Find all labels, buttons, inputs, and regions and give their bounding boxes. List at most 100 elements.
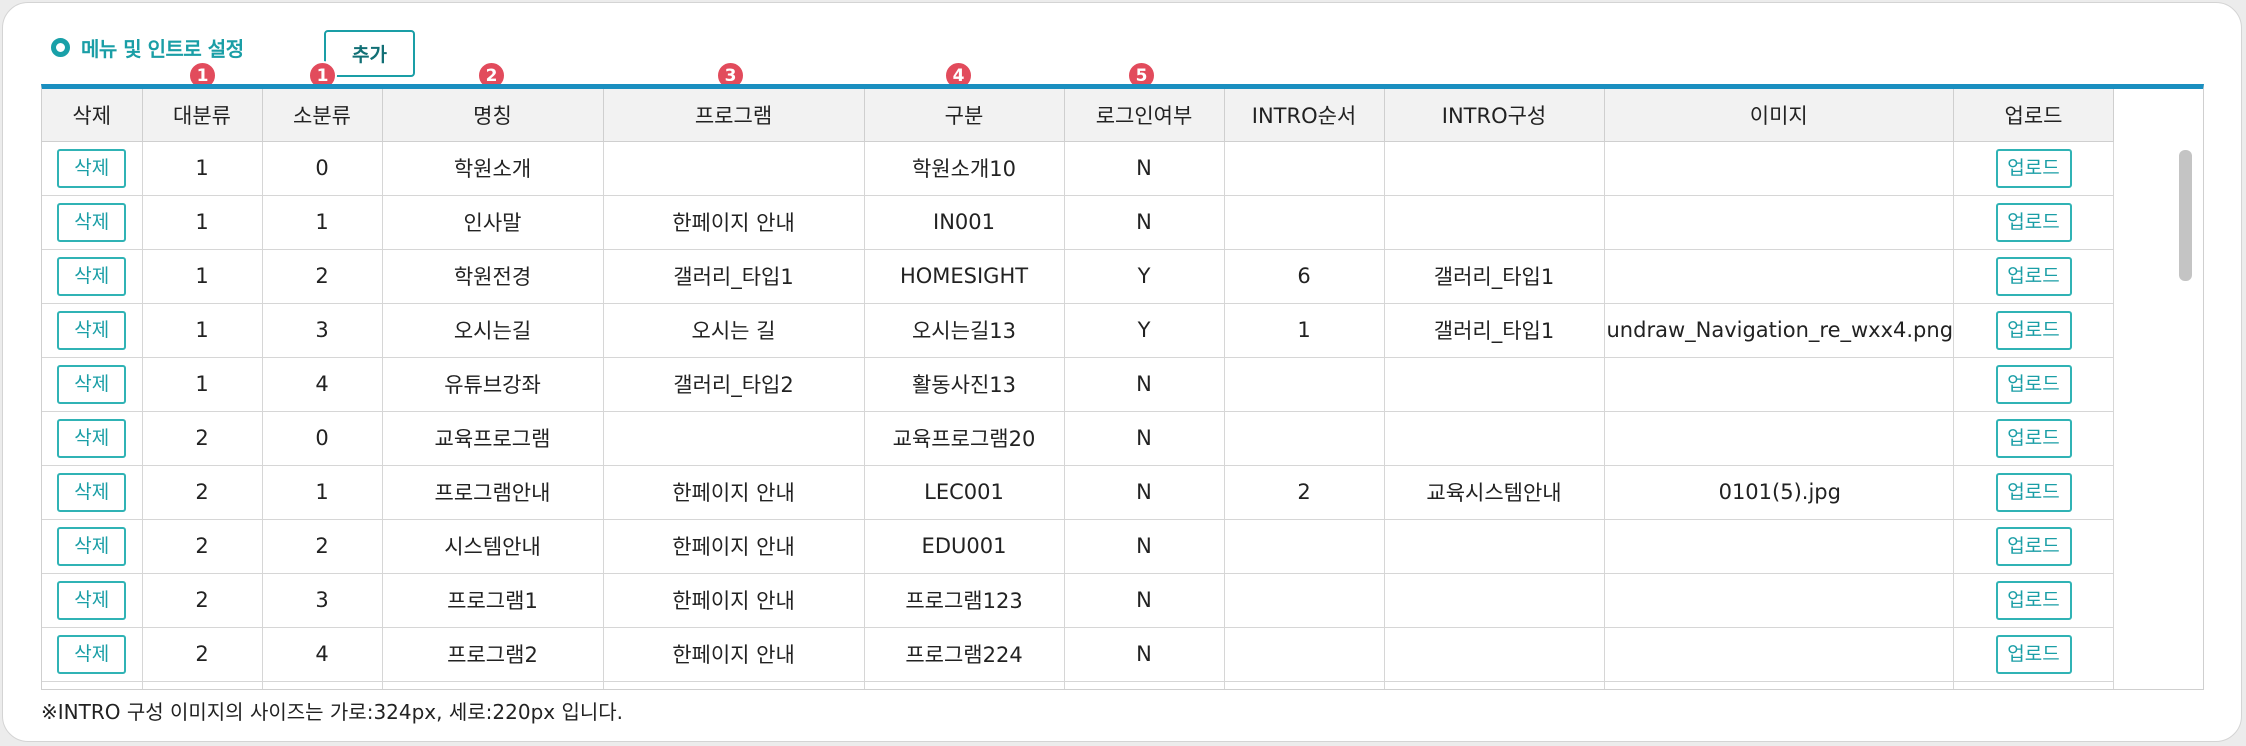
minor-cell: 4 <box>262 357 383 412</box>
delete-button[interactable]: 삭제 <box>57 688 127 689</box>
add-button[interactable]: 추가 <box>324 30 415 77</box>
major-cell: 2 <box>142 573 263 628</box>
login-cell: N <box>1064 519 1225 574</box>
upload-cell: 업로드 <box>1953 465 2115 520</box>
intro-order-cell <box>1224 627 1385 682</box>
intro-order-cell <box>1224 357 1385 412</box>
delete-cell: 삭제 <box>42 519 143 574</box>
table-row: 삭제 2 4 프로그램2 한페이지 안내 프로그램224 N 업로드 <box>42 627 2115 682</box>
delete-button[interactable]: 삭제 <box>57 418 127 458</box>
name-cell <box>382 681 604 689</box>
col-header-name: 명칭 <box>382 89 604 142</box>
intro-order-cell <box>1224 519 1385 574</box>
upload-button[interactable]: 업로드 <box>1995 256 2072 296</box>
table-body: 삭제 1 0 학원소개 학원소개10 N 업로드 삭제 1 1 인사말 한페이지 안내 IN001 N 업로… <box>42 141 2115 689</box>
delete-button[interactable]: 삭제 <box>57 364 127 404</box>
program-cell: 갤러리_타입2 <box>603 357 865 412</box>
delete-button[interactable]: 삭제 <box>57 634 127 674</box>
delete-button[interactable]: 삭제 <box>57 526 127 566</box>
upload-button[interactable]: 업로드 <box>1995 310 2072 350</box>
delete-button[interactable]: 삭제 <box>57 202 127 242</box>
category-cell: 학원소개10 <box>864 141 1065 196</box>
name-cell: 시스템안내 <box>382 519 604 574</box>
vertical-scrollbar[interactable] <box>2174 143 2194 689</box>
name-cell: 프로그램2 <box>382 627 604 682</box>
table-row: 삭제 1 4 유튜브강좌 갤러리_타입2 활동사진13 N 업로드 <box>42 357 2115 412</box>
upload-button[interactable]: 업로드 <box>1995 580 2072 620</box>
delete-cell: 삭제 <box>42 681 143 689</box>
intro-order-cell <box>1224 573 1385 628</box>
image-cell: 0101(5).jpg <box>1604 465 1955 520</box>
intro-config-cell <box>1384 519 1605 574</box>
image-cell <box>1604 573 1955 628</box>
delete-button[interactable]: 삭제 <box>57 472 127 512</box>
major-cell: 1 <box>142 141 263 196</box>
delete-button[interactable]: 삭제 <box>57 256 127 296</box>
col-header-intro-order: INTRO순서 <box>1224 89 1385 142</box>
upload-button[interactable]: 업로드 <box>1995 202 2072 242</box>
upload-button[interactable]: 업로드 <box>1995 634 2072 674</box>
col-header-upload: 업로드 <box>1953 89 2115 142</box>
major-cell: 1 <box>142 195 263 250</box>
minor-cell: 2 <box>262 519 383 574</box>
login-cell: N <box>1064 141 1225 196</box>
image-cell <box>1604 249 1955 304</box>
upload-cell: 업로드 <box>1953 303 2115 358</box>
delete-cell: 삭제 <box>42 141 143 196</box>
login-cell: N <box>1064 465 1225 520</box>
col-header-major: 대분류 <box>142 89 263 142</box>
delete-cell: 삭제 <box>42 249 143 304</box>
upload-cell: 업로드 <box>1953 249 2115 304</box>
table-row: 삭제 1 3 오시는길 오시는 길 오시는길13 Y 1 갤러리_타입1 undraw_Navig… <box>42 303 2115 358</box>
intro-order-cell <box>1224 141 1385 196</box>
category-cell: HOMESIGHT <box>864 249 1065 304</box>
table-row: 삭제 2 1 프로그램안내 한페이지 안내 LEC001 N 2 교육시스템안내 0101(5).… <box>42 465 2115 520</box>
upload-button[interactable]: 업로드 <box>1995 472 2072 512</box>
upload-button[interactable]: 업로드 <box>1995 526 2072 566</box>
image-cell <box>1604 357 1955 412</box>
intro-config-cell <box>1384 627 1605 682</box>
scrollbar-thumb[interactable] <box>2179 150 2192 281</box>
name-cell: 학원소개 <box>382 141 604 196</box>
image-cell <box>1604 627 1955 682</box>
category-cell: LEC001 <box>864 465 1065 520</box>
upload-button[interactable]: 업로드 <box>1995 418 2072 458</box>
delete-button[interactable]: 삭제 <box>57 148 127 188</box>
delete-button[interactable]: 삭제 <box>57 580 127 620</box>
category-cell: IN001 <box>864 195 1065 250</box>
category-cell: EDU001 <box>864 519 1065 574</box>
login-cell: N <box>1064 195 1225 250</box>
major-cell: 1 <box>142 357 263 412</box>
upload-button[interactable]: 업로드 <box>1995 148 2072 188</box>
intro-order-cell <box>1224 411 1385 466</box>
delete-cell: 삭제 <box>42 357 143 412</box>
upload-cell: 업로드 <box>1953 195 2115 250</box>
intro-config-cell: 갤러리_타입1 <box>1384 303 1605 358</box>
name-cell: 프로그램1 <box>382 573 604 628</box>
delete-button[interactable]: 삭제 <box>57 310 127 350</box>
login-cell: N <box>1064 411 1225 466</box>
col-header-minor: 소분류 <box>262 89 383 142</box>
category-cell: 프로그램123 <box>864 573 1065 628</box>
image-cell <box>1604 195 1955 250</box>
table-row: 삭제 1 0 학원소개 학원소개10 N 업로드 <box>42 141 2115 196</box>
section-header: 메뉴 및 인트로 설정 <box>51 33 244 62</box>
section-title: 메뉴 및 인트로 설정 <box>81 37 244 61</box>
intro-order-cell: 1 <box>1224 303 1385 358</box>
name-cell: 프로그램안내 <box>382 465 604 520</box>
table-row: 삭제 2 0 교육프로그램 교육프로그램20 N 업로드 <box>42 411 2115 466</box>
menu-grid: 삭제 대분류 소분류 명칭 프로그램 구분 로그인여부 INTRO순서 INTR… <box>41 84 2204 690</box>
intro-config-cell: 교육시스템안내 <box>1384 465 1605 520</box>
login-cell: Y <box>1064 303 1225 358</box>
upload-button[interactable]: 업로드 <box>1995 364 2072 404</box>
upload-cell: 업로드 <box>1953 573 2115 628</box>
category-cell: 교육프로그램20 <box>864 411 1065 466</box>
intro-config-cell <box>1384 195 1605 250</box>
category-cell: 오시는길13 <box>864 303 1065 358</box>
delete-cell: 삭제 <box>42 627 143 682</box>
header-row: 삭제 대분류 소분류 명칭 프로그램 구분 로그인여부 INTRO순서 INTR… <box>42 89 2115 142</box>
intro-order-cell: 6 <box>1224 249 1385 304</box>
upload-cell: 업로드 <box>1953 519 2115 574</box>
upload-button[interactable]: 업로드 <box>1995 688 2072 689</box>
table-row: 삭제 업로드 <box>42 681 2115 689</box>
